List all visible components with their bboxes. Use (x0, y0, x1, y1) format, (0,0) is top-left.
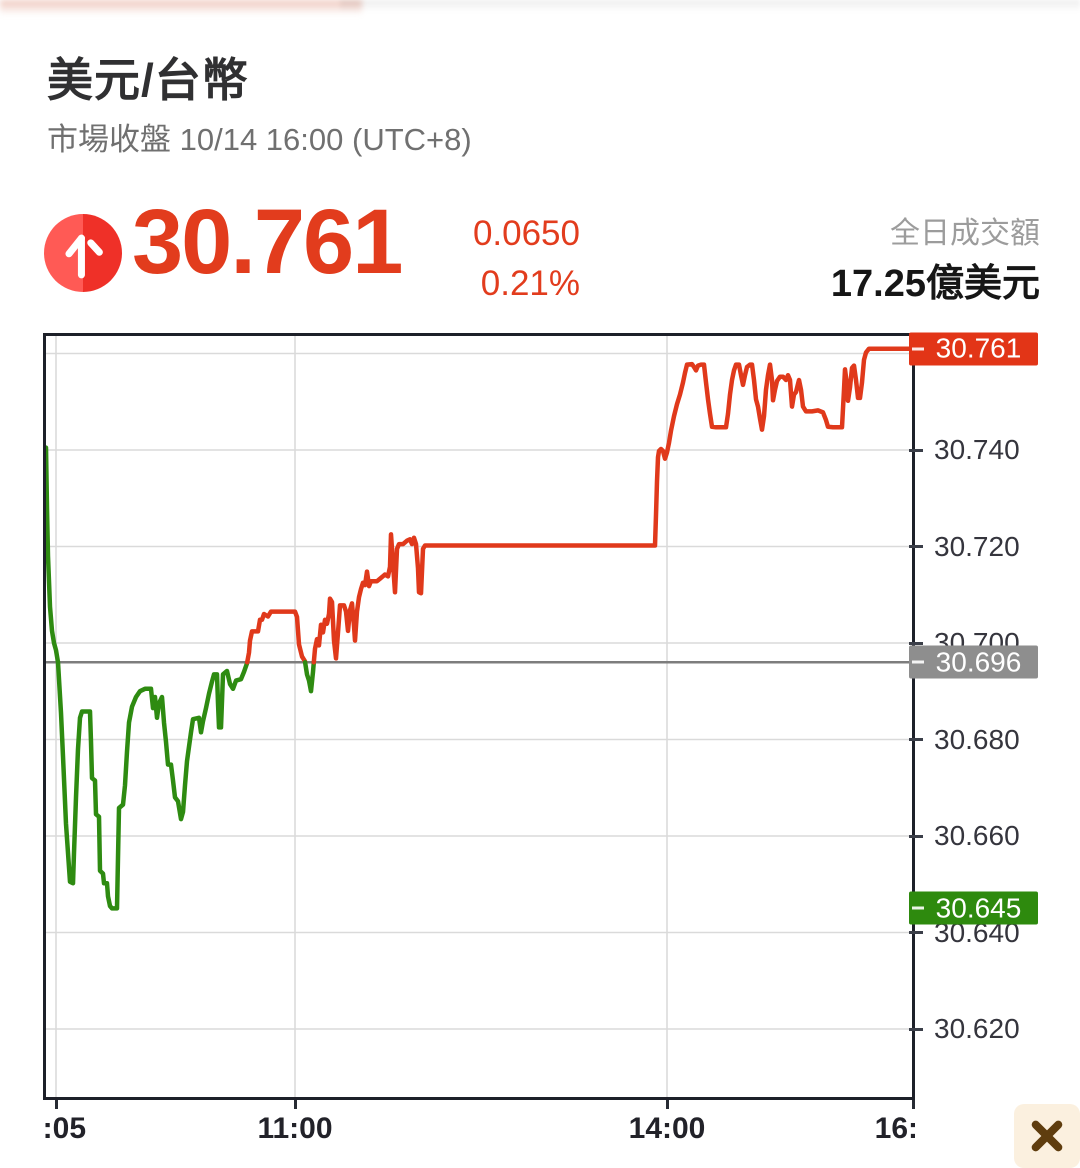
y-tick (909, 545, 923, 548)
x-tick (666, 1100, 669, 1109)
y-tick (909, 641, 923, 645)
y-tick-label: 30.660 (934, 820, 1020, 851)
x-tick-label: 16:00 (874, 1112, 915, 1145)
volume-value: 17.25億美元 (830, 263, 1040, 305)
x-tick-label: 9:05 (43, 1112, 87, 1145)
last-price: 30.761 (132, 191, 403, 293)
price-change-percent: 0.21% (480, 264, 580, 303)
volume-label: 全日成交額 (890, 217, 1040, 250)
page-title: 美元/台幣 (47, 54, 249, 106)
y-tick (909, 931, 923, 934)
x-tick (294, 1100, 297, 1109)
price-change: 0.0650 (472, 214, 580, 253)
y-tick (909, 738, 923, 741)
price-line-chart[interactable] (43, 333, 915, 1100)
x-tick-label: 11:00 (257, 1112, 333, 1145)
market-status: 市場收盤 10/14 16:00 (UTC+8) (47, 122, 472, 157)
top-shadow-decoration (340, 0, 1080, 12)
x-tick (912, 1100, 915, 1109)
chart-canvas (43, 333, 915, 1100)
y-tick-label: 30.720 (934, 530, 1020, 562)
y-tick-label: 30.740 (934, 434, 1020, 465)
x-tick-label: 14:00 (628, 1112, 706, 1145)
close-button[interactable] (1014, 1104, 1080, 1168)
prev-close-badge: 30.696 (909, 645, 1038, 679)
y-tick (909, 1027, 923, 1031)
day-low-badge: 30.645 (909, 891, 1038, 925)
x-axis: 9:05 11:00 14:00 16:00 (43, 1104, 915, 1166)
y-tick-label: 30.620 (934, 1013, 1020, 1044)
y-tick (909, 834, 923, 838)
y-tick-label: 30.680 (934, 723, 1020, 755)
x-tick (55, 1100, 58, 1109)
up-arrow-icon (44, 214, 122, 292)
last-price-badge: 30.761 (909, 332, 1038, 366)
y-tick (909, 448, 923, 452)
top-fade-decoration (0, 0, 362, 15)
